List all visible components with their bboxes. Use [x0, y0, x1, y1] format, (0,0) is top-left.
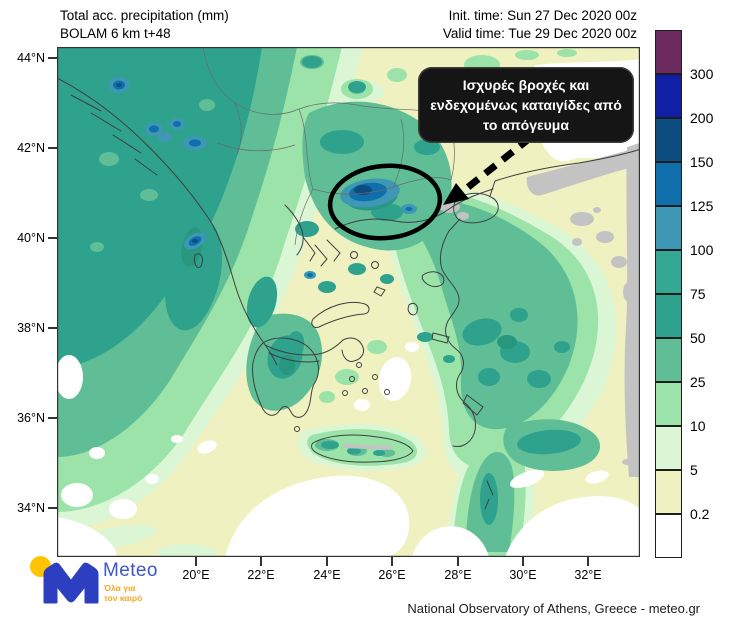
lat-label: 42°N — [17, 141, 45, 155]
colorbar-label: 125 — [690, 198, 714, 214]
lat-label: 34°N — [17, 501, 45, 515]
colorbar-cell — [655, 250, 682, 294]
layer-blue-spots — [108, 77, 417, 279]
colorbar-cell — [655, 514, 682, 558]
lon-label: 26°E — [378, 568, 406, 582]
logo-m-icon — [43, 562, 99, 604]
colorbar-cell — [655, 382, 682, 426]
colorbar-label: 0.2 — [690, 506, 710, 522]
map-title-line2: BOLAM 6 km t+48 — [60, 26, 171, 41]
annotation-line2: ενδεχομένως καταιγίδες από — [430, 97, 622, 113]
lon-label: 30°E — [509, 568, 537, 582]
colorbar-cell — [655, 426, 682, 470]
lon-label: 20°E — [182, 568, 210, 582]
colorbar-cell — [655, 338, 682, 382]
init-time: Init. time: Sun 27 Dec 2020 00z — [448, 8, 637, 23]
highlight-ellipse — [327, 163, 443, 241]
map-title: Total acc. precipitation (mm) BOLAM 6 km… — [60, 7, 229, 43]
lon-tick — [326, 557, 328, 566]
colorbar-label: 75 — [690, 286, 706, 302]
lon-tick — [391, 557, 393, 566]
colorbar-label: 200 — [690, 110, 714, 126]
lat-tick — [48, 237, 57, 239]
lon-label: 24°E — [313, 568, 341, 582]
lat-tick — [48, 417, 57, 419]
lat-tick — [48, 147, 57, 149]
annotation-line1: Ισχυρές βροχές και — [462, 77, 590, 93]
lon-tick — [522, 557, 524, 566]
colorbar-cell — [655, 74, 682, 118]
layer-core-holes — [90, 99, 215, 252]
colorbar-label: 25 — [690, 374, 706, 390]
layer-coastlines — [57, 77, 640, 510]
colorbar-cell — [655, 162, 682, 206]
colorbar-label: 150 — [690, 154, 714, 170]
credit-text: National Observatory of Athens, Greece -… — [407, 601, 700, 616]
colorbar-label: 50 — [690, 330, 706, 346]
colorbar-cell — [655, 470, 682, 514]
lat-tick — [48, 327, 57, 329]
lon-tick — [260, 557, 262, 566]
colorbar-label: 10 — [690, 418, 706, 434]
lon-label: 32°E — [574, 568, 602, 582]
colorbar-label: 5 — [690, 462, 698, 478]
map-title-line1: Total acc. precipitation (mm) — [60, 8, 229, 23]
colorbar-cell — [655, 30, 682, 74]
colorbar-cell — [655, 294, 682, 338]
lon-tick — [457, 557, 459, 566]
colorbar-label: 100 — [690, 242, 714, 258]
annotation-callout: Ισχυρές βροχές και ενδεχομένως καταιγίδε… — [418, 67, 634, 143]
map-frame — [57, 47, 640, 557]
logo-tagline: Όλα για τον καιρό — [104, 583, 143, 603]
valid-time: Valid time: Tue 29 Dec 2020 00z — [442, 26, 637, 41]
lat-label: 38°N — [17, 321, 45, 335]
colorbar-cell — [655, 118, 682, 162]
lat-label: 40°N — [17, 231, 45, 245]
lon-label: 28°E — [444, 568, 472, 582]
colorbar-cell — [655, 206, 682, 250]
lon-label: 22°E — [247, 568, 275, 582]
lon-tick — [587, 557, 589, 566]
lat-tick — [48, 57, 57, 59]
logo-wordmark: Meteo — [103, 560, 158, 581]
lat-label: 36°N — [17, 411, 45, 425]
layer-nodata-gray — [342, 143, 640, 477]
colorbar-label: 300 — [690, 66, 714, 82]
annotation-arrow — [443, 135, 533, 205]
lon-tick — [195, 557, 197, 566]
annotation-line3: το απόγευμα — [483, 117, 569, 133]
run-times: Init. time: Sun 27 Dec 2020 00z Valid ti… — [443, 7, 637, 43]
lat-label: 44°N — [17, 51, 45, 65]
lat-tick — [48, 507, 57, 509]
